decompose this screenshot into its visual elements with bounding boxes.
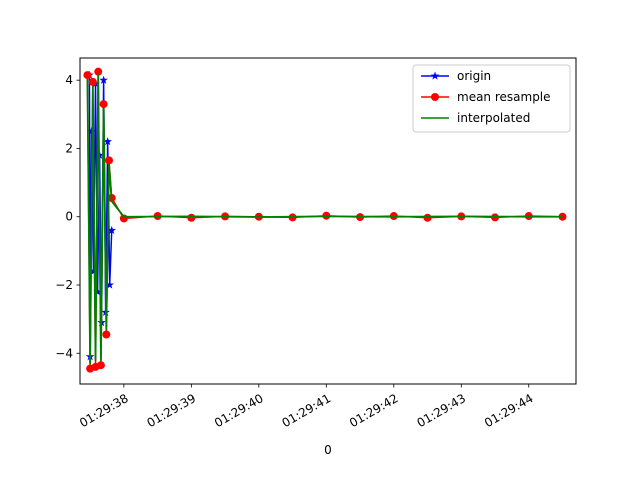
- marker-origin-12: [107, 225, 116, 235]
- marker-mean-resample-7: [102, 330, 111, 339]
- marker-mean-resample-12: [187, 213, 196, 222]
- marker-mean-resample-4: [94, 67, 103, 76]
- y-tick-label-0: −4: [55, 346, 73, 360]
- series-line-interpolated: [86, 74, 563, 365]
- y-tick-label-1: −2: [55, 278, 73, 292]
- marker-mean-resample-6: [99, 100, 108, 109]
- y-tick-label-2: 0: [65, 210, 73, 224]
- marker-origin-10: [103, 137, 112, 146]
- legend: origin mean resample interpolated: [412, 64, 571, 133]
- marker-origin-11: [105, 280, 114, 289]
- marker-mean-resample-19: [423, 213, 432, 222]
- legend-label-mean-resample: mean resample: [457, 90, 551, 104]
- legend-marker-origin: [430, 71, 440, 80]
- marker-mean-resample-23: [558, 212, 567, 221]
- legend-box: [412, 64, 571, 133]
- marker-origin-2: [87, 126, 96, 136]
- y-tick-label-4: 4: [65, 73, 73, 87]
- marker-origin-5: [93, 287, 102, 296]
- axes-frame: [79, 57, 577, 385]
- legend-label-interpolated: interpolated: [457, 111, 530, 125]
- legend-label-origin: origin: [457, 69, 491, 83]
- marker-origin-8: [99, 75, 108, 84]
- y-tick-label-3: 2: [65, 141, 73, 155]
- legend-marker-mean-resample: [431, 93, 439, 101]
- marker-mean-resample-5: [96, 361, 105, 370]
- marker-origin-3: [89, 266, 98, 275]
- marker-mean-resample-2: [88, 77, 97, 86]
- marker-mean-resample-8: [105, 156, 114, 165]
- marker-mean-resample-0: [83, 71, 92, 80]
- plot-layer: [83, 67, 567, 373]
- plot-series-group: [83, 67, 567, 373]
- x-axis-label: 0: [324, 443, 332, 457]
